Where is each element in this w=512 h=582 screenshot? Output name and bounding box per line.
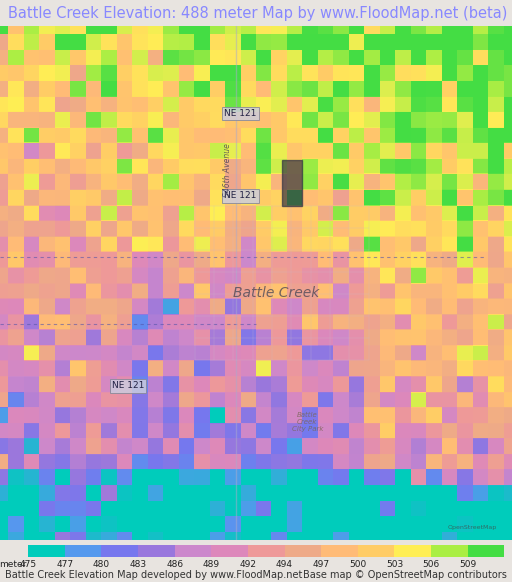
- Text: meter: meter: [0, 560, 26, 569]
- Text: 489: 489: [203, 560, 220, 569]
- Text: S46th Avenue: S46th Avenue: [223, 143, 232, 197]
- Bar: [101, 545, 138, 557]
- Text: 500: 500: [349, 560, 367, 569]
- Bar: [321, 545, 358, 557]
- Bar: [248, 545, 285, 557]
- Bar: [282, 160, 302, 206]
- Bar: [175, 545, 211, 557]
- Text: 486: 486: [166, 560, 183, 569]
- Bar: [358, 545, 394, 557]
- Bar: [28, 545, 65, 557]
- Text: 492: 492: [240, 560, 257, 569]
- Text: Battle Creek Elevation Map developed by www.FloodMap.net: Battle Creek Elevation Map developed by …: [5, 570, 303, 580]
- Text: 480: 480: [93, 560, 110, 569]
- Text: 494: 494: [276, 560, 293, 569]
- Text: 509: 509: [459, 560, 476, 569]
- Bar: [431, 545, 467, 557]
- Bar: [138, 545, 175, 557]
- Text: Battle Creek Elevation: 488 meter Map by www.FloodMap.net (beta): Battle Creek Elevation: 488 meter Map by…: [8, 6, 507, 20]
- Text: OpenStreetMap: OpenStreetMap: [447, 525, 497, 530]
- Bar: [394, 545, 431, 557]
- Text: Battle Creek: Battle Creek: [233, 286, 319, 300]
- Text: 506: 506: [422, 560, 440, 569]
- Text: Base map © OpenStreetMap contributors: Base map © OpenStreetMap contributors: [303, 570, 507, 580]
- Bar: [285, 545, 321, 557]
- Text: 483: 483: [130, 560, 146, 569]
- Text: NE 121: NE 121: [224, 191, 257, 200]
- Text: 497: 497: [313, 560, 330, 569]
- Bar: [467, 545, 504, 557]
- Text: 503: 503: [386, 560, 403, 569]
- Text: 477: 477: [56, 560, 73, 569]
- Text: 475: 475: [19, 560, 37, 569]
- Bar: [211, 545, 248, 557]
- Text: NE 121: NE 121: [112, 381, 144, 391]
- Text: NE 121: NE 121: [224, 109, 257, 118]
- Text: Battle
Creek
City Park: Battle Creek City Park: [291, 412, 323, 432]
- Bar: [65, 545, 101, 557]
